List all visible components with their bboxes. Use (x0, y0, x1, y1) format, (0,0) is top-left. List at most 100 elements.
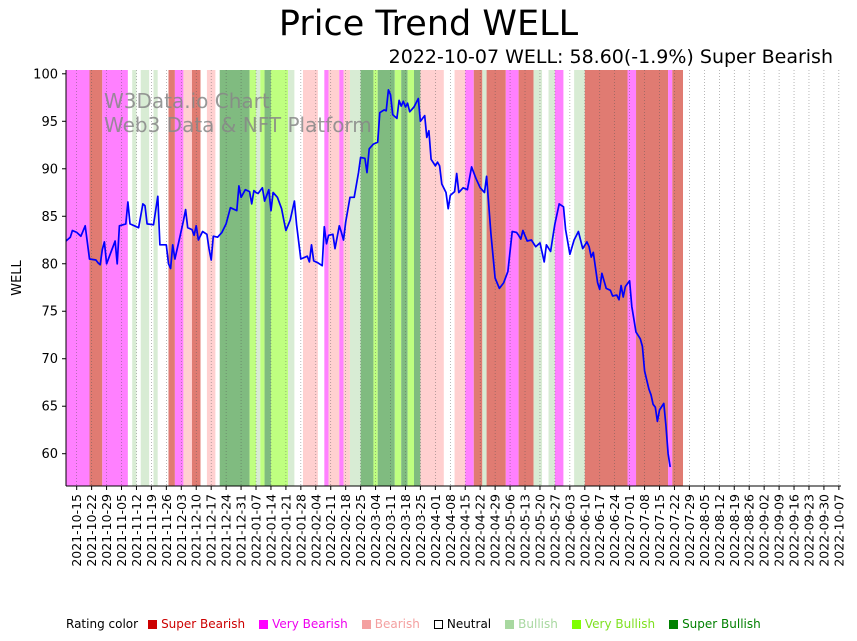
rating-band (66, 70, 90, 486)
rating-band (264, 70, 271, 486)
rating-band (288, 70, 295, 486)
x-tick-label: 2022-01-28 (293, 494, 308, 567)
rating-band (249, 70, 257, 486)
rating-band (636, 70, 669, 486)
rating-band (518, 70, 534, 486)
legend-swatch (361, 619, 371, 629)
x-tick-label: 2021-12-31 (234, 494, 249, 567)
x-tick-label: 2022-04-22 (473, 494, 488, 567)
rating-band (542, 70, 549, 486)
x-tick-label: 2022-09-09 (772, 494, 787, 567)
legend-item: Super Bearish (148, 617, 245, 631)
rating-band (486, 70, 506, 486)
y-tick-label: 75 (41, 305, 58, 320)
x-tick-label: 2021-11-12 (129, 494, 144, 567)
rating-band (454, 70, 466, 486)
rating-band (505, 70, 519, 486)
x-tick-label: 2022-07-15 (652, 494, 667, 567)
legend-caption: Rating color (66, 617, 139, 631)
y-axis-label: WELL (10, 259, 25, 295)
legend-item: Very Bearish (259, 617, 348, 631)
rating-band (482, 70, 487, 486)
x-tick-label: 2021-10-15 (69, 494, 84, 567)
rating-band (574, 70, 585, 486)
y-tick-label: 90 (41, 162, 58, 177)
rating-band (420, 70, 444, 486)
x-tick-label: 2022-08-12 (712, 494, 727, 567)
legend-item: Super Bullish (669, 617, 761, 631)
rating-band (183, 70, 192, 486)
legend-swatch (259, 619, 269, 629)
x-tick-label: 2022-10-07 (831, 494, 846, 567)
rating-band (443, 70, 455, 486)
legend-item: Neutral (433, 617, 492, 631)
y-tick-label: 80 (41, 257, 58, 272)
x-tick-label: 2022-08-05 (697, 494, 712, 567)
chart-title: Price Trend WELL (278, 4, 579, 44)
x-tick-label: 2022-09-16 (787, 494, 802, 567)
rating-band (317, 70, 325, 486)
rating-band (256, 70, 261, 486)
x-tick-label: 2022-07-29 (682, 494, 697, 567)
rating-band (394, 70, 402, 486)
x-tick-label: 2022-05-06 (503, 494, 518, 567)
rating-band (153, 70, 158, 486)
y-tick-label: 60 (41, 447, 58, 462)
rating-band (157, 70, 169, 486)
x-tick-label: 2022-02-18 (338, 494, 353, 567)
rating-band (136, 70, 141, 486)
legend-label: Bullish (518, 617, 558, 631)
rating-band (533, 70, 543, 486)
x-tick-label: 2022-04-15 (458, 494, 473, 567)
rating-band (174, 70, 184, 486)
x-tick-label: 2022-04-29 (488, 494, 503, 567)
rating-band (328, 70, 340, 486)
rating-band (401, 70, 408, 486)
rating-band (324, 70, 329, 486)
chart-subtitle: 2022-10-07 WELL: 58.60(-1.9%) Super Bear… (388, 46, 833, 68)
x-tick-label: 2021-11-05 (114, 494, 129, 567)
x-tick-label: 2021-11-19 (144, 494, 159, 567)
x-tick-label: 2022-09-23 (801, 494, 816, 567)
rating-band (672, 70, 684, 486)
rating-color-legend: Rating color Super Bearish Very Bearish Be… (66, 617, 775, 631)
legend-label: Neutral (446, 617, 492, 631)
rating-band (360, 70, 374, 486)
rating-band (339, 70, 344, 486)
x-tick-label: 2022-02-25 (353, 494, 368, 567)
rating-band (127, 70, 133, 486)
x-tick-label: 2022-05-20 (532, 494, 547, 567)
rating-band (294, 70, 303, 486)
rating-band (200, 70, 207, 486)
x-tick-label: 2021-11-26 (159, 494, 174, 567)
x-tick-label: 2022-02-04 (308, 494, 323, 567)
legend-swatch (505, 619, 515, 629)
x-tick-label: 2022-01-21 (278, 494, 293, 567)
x-tick-label: 2022-04-08 (443, 494, 458, 567)
legend-label: Very Bearish (272, 617, 348, 631)
rating-band (140, 70, 150, 486)
legend-label: Super Bearish (161, 617, 246, 631)
legend-item: Bearish (361, 617, 420, 631)
rating-band (584, 70, 628, 486)
x-tick-label: 2022-03-18 (398, 494, 413, 567)
rating-band (219, 70, 250, 486)
x-tick-label: 2022-09-30 (816, 494, 831, 567)
x-tick-label: 2022-06-03 (562, 494, 577, 567)
x-tick-label: 2021-10-29 (99, 494, 114, 567)
price-line (65, 89, 672, 468)
rating-band (349, 70, 361, 486)
x-tick-label: 2022-08-26 (742, 494, 757, 567)
x-tick-label: 2022-07-08 (637, 494, 652, 567)
rating-band (554, 70, 564, 486)
watermark-text: W3Data.io Chart (104, 89, 270, 113)
rating-band (563, 70, 575, 486)
legend-item: Bullish (505, 617, 558, 631)
legend-swatch (571, 619, 581, 629)
rating-band (215, 70, 220, 486)
x-tick-label: 2022-01-14 (263, 494, 278, 567)
x-tick-label: 2022-06-24 (607, 494, 622, 567)
x-tick-label: 2022-02-11 (323, 494, 338, 567)
legend-label: Super Bullish (682, 617, 761, 631)
x-tick-label: 2022-09-02 (757, 494, 772, 567)
